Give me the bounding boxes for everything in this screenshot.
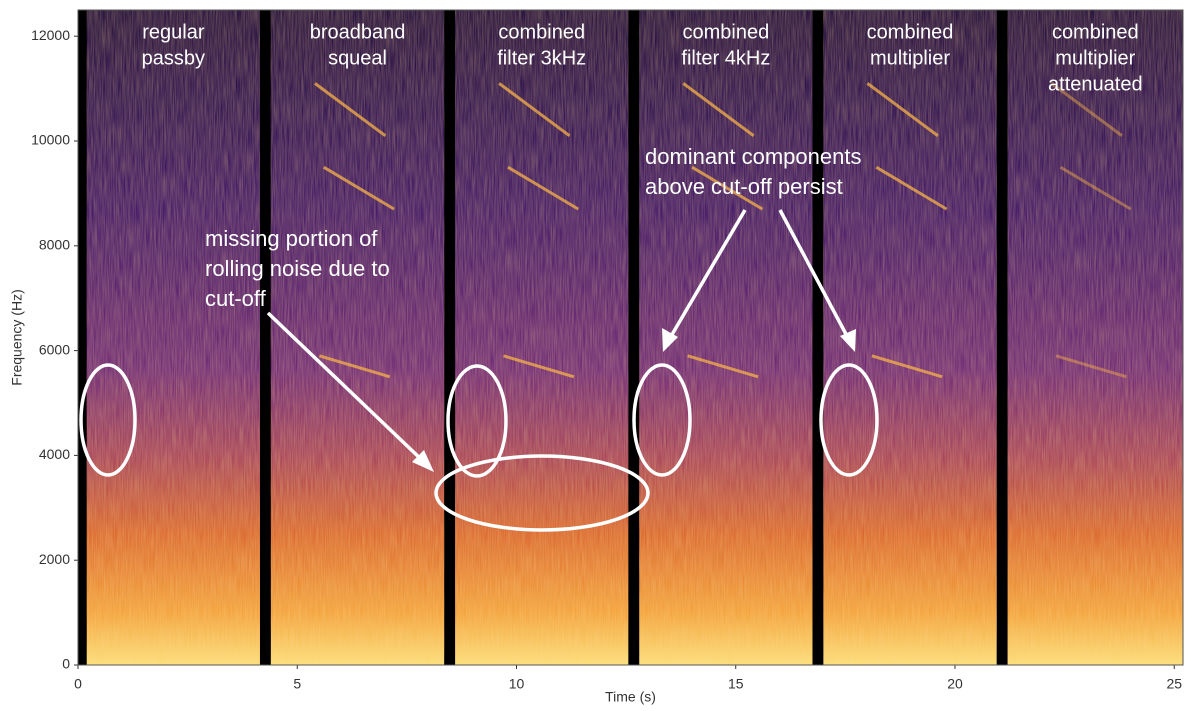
x-tick-label: 5 bbox=[293, 676, 301, 692]
x-tick-label: 10 bbox=[509, 676, 525, 692]
squeal-streak bbox=[507, 165, 580, 211]
y-tick-label: 6000 bbox=[39, 341, 70, 357]
segment-label: squeal bbox=[328, 47, 387, 69]
arrow bbox=[266, 311, 426, 464]
squeal-streak bbox=[871, 354, 943, 379]
segment-label: attenuated bbox=[1048, 73, 1143, 95]
squeal-streak bbox=[687, 354, 759, 379]
segment-label: multiplier bbox=[1055, 47, 1135, 69]
segment-label: combined bbox=[683, 21, 770, 43]
spectrogram-texture bbox=[1007, 10, 1183, 665]
squeal-streak bbox=[691, 165, 764, 211]
x-tick-label: 20 bbox=[947, 676, 963, 692]
highlight-ellipse bbox=[446, 364, 508, 478]
segment-label: combined bbox=[1052, 21, 1139, 43]
x-tick-label: 0 bbox=[74, 676, 82, 692]
arrow-head bbox=[412, 450, 434, 472]
y-tick-label: 4000 bbox=[39, 446, 70, 462]
annotation-text: rolling noise due to bbox=[205, 256, 390, 281]
highlight-ellipse bbox=[79, 363, 137, 477]
y-tick-label: 2000 bbox=[39, 551, 70, 567]
segment-label: filter 4kHz bbox=[681, 47, 770, 69]
annotation-text: dominant components bbox=[645, 144, 861, 169]
arrow-head bbox=[840, 329, 856, 352]
annotations bbox=[79, 209, 879, 532]
highlight-ellipse bbox=[819, 363, 879, 477]
segment-label: combined bbox=[498, 21, 585, 43]
plot-frame bbox=[77, 9, 1184, 666]
segment-label: filter 3kHz bbox=[497, 47, 586, 69]
annotation-text: above cut-off persist bbox=[645, 174, 843, 199]
spectrogram-texture bbox=[86, 10, 260, 665]
highlight-ellipse bbox=[632, 363, 692, 477]
squeal-streak bbox=[1050, 82, 1123, 137]
squeal-streak bbox=[322, 165, 395, 211]
spectrogram-texture bbox=[455, 10, 629, 665]
arrow bbox=[668, 209, 747, 339]
segment-label: regular bbox=[142, 21, 205, 43]
squeal-streak bbox=[318, 354, 391, 379]
annotation-text: cut-off bbox=[205, 286, 267, 311]
arrow bbox=[778, 209, 850, 339]
arrow-head bbox=[662, 328, 678, 352]
y-axis-label: Frequency (Hz) bbox=[9, 289, 25, 385]
plot-background bbox=[78, 10, 1183, 665]
plot-area: regular passby broadband squeal combined filt… bbox=[78, 10, 1183, 665]
x-axis-label: Time (s) bbox=[605, 689, 656, 705]
y-tick-label: 12000 bbox=[31, 27, 70, 43]
x-tick-label: 25 bbox=[1166, 676, 1182, 692]
segment-label: broadband bbox=[310, 21, 406, 43]
x-tick-label: 15 bbox=[728, 676, 744, 692]
squeal-streak bbox=[1055, 354, 1127, 379]
y-tick-label: 0 bbox=[62, 656, 70, 672]
segment-label: multiplier bbox=[870, 47, 950, 69]
annotation-text: missing portion of bbox=[205, 226, 378, 251]
segment-label: combined bbox=[867, 21, 954, 43]
squeal-streak bbox=[1059, 165, 1132, 211]
squeal-streak bbox=[866, 82, 939, 137]
y-tick-label: 8000 bbox=[39, 237, 70, 253]
squeal-streak bbox=[498, 82, 571, 137]
squeal-streak bbox=[503, 354, 575, 379]
squeal-streak bbox=[682, 82, 755, 137]
highlight-ellipse bbox=[434, 454, 650, 532]
squeal-streak bbox=[314, 82, 387, 137]
spectrogram-texture bbox=[270, 10, 445, 665]
squeal-streak bbox=[875, 165, 948, 211]
y-tick-label: 10000 bbox=[31, 132, 70, 148]
segment-label: passby bbox=[142, 47, 205, 69]
